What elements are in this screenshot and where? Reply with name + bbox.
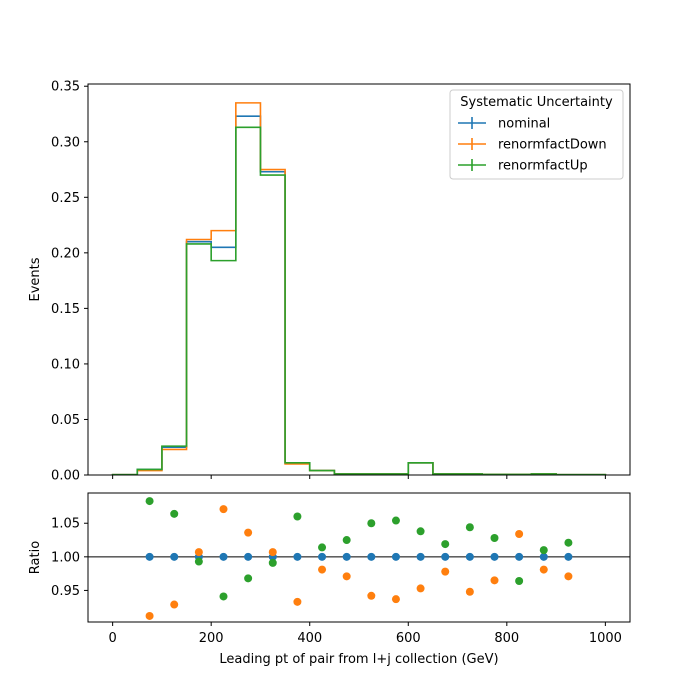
bottom-axes-frame	[87, 492, 631, 623]
ratio-point-renormfactDown	[490, 576, 499, 585]
bottom-y-tick-label: 0.95	[51, 584, 80, 599]
top-y-tick-label: 0.30	[51, 135, 80, 150]
ratio-point-renormfactUp	[293, 512, 302, 521]
ratio-point-renormfactDown	[170, 600, 179, 609]
top-y-tick-label: 0.10	[51, 357, 80, 372]
top-axes-frame	[87, 83, 631, 476]
histogram-renormfactUp	[111, 126, 607, 476]
ratio-point-renormfactUp	[367, 519, 376, 528]
ratio-point-renormfactUp	[515, 577, 524, 586]
ratio-point-renormfactUp	[268, 558, 277, 567]
legend-entry-renormfactUp: renormfactUp	[458, 159, 588, 174]
ratio-point-nominal	[170, 552, 179, 561]
ratio-point-renormfactUp	[564, 538, 573, 547]
ratio-point-renormfactUp	[465, 523, 474, 532]
legend: Systematic Uncertainty nominal renormfact…	[449, 89, 624, 180]
ratio-point-nominal	[293, 552, 302, 561]
top-x-ticks	[112, 475, 606, 479]
bottom-x-tick-label: 1000	[589, 631, 622, 646]
ratio-point-nominal	[465, 552, 474, 561]
bottom-y-axis-label: Ratio	[28, 541, 43, 574]
top-y-tick-label: 0.35	[51, 80, 80, 95]
ratio-point-nominal	[515, 552, 524, 561]
bottom-y-tick-label: 1.05	[51, 517, 80, 532]
ratio-point-renormfactDown	[416, 584, 425, 593]
legend-entry-renormfactDown: renormfactDown	[458, 138, 607, 153]
ratio-point-renormfactDown	[391, 595, 400, 604]
bottom-x-tick-label: 600	[396, 631, 421, 646]
ratio-point-nominal	[219, 552, 228, 561]
top-panel: 0.000.050.100.150.200.250.300.35 Events …	[28, 80, 631, 484]
ratio-point-renormfactUp	[244, 574, 253, 583]
legend-entries: nominal renormfactDown renormfactUp	[458, 117, 607, 174]
ratio-point-nominal	[416, 552, 425, 561]
ratio-point-renormfactUp	[318, 543, 327, 552]
ratio-point-nominal	[367, 552, 376, 561]
ratio-point-renormfactDown	[318, 565, 327, 574]
ratio-point-renormfactDown	[194, 548, 203, 557]
bottom-y-tick-label: 1.00	[51, 550, 80, 565]
ratio-point-renormfactDown	[539, 565, 548, 574]
top-y-ticks: 0.00 0.05 0.10 0.15 0.20 0.25 0.30 0.35	[51, 80, 88, 484]
top-y-tick-label: 0.20	[51, 246, 80, 261]
ratio-point-renormfactUp	[391, 516, 400, 525]
legend-title: Systematic Uncertainty	[460, 95, 613, 110]
ratio-point-renormfactDown	[342, 572, 351, 581]
ratio-point-renormfactDown	[293, 597, 302, 606]
ratio-point-renormfactDown	[219, 505, 228, 514]
top-y-tick-label: 0.15	[51, 302, 80, 317]
ratio-point-nominal	[539, 552, 548, 561]
ratio-point-renormfactDown	[441, 567, 450, 576]
ratio-point-renormfactUp	[194, 557, 203, 566]
legend-label-renormfactUp: renormfactUp	[498, 159, 588, 174]
ratio-point-renormfactDown	[515, 529, 524, 538]
top-y-tick-label: 0.25	[51, 191, 80, 206]
ratio-point-nominal	[145, 552, 154, 561]
ratio-point-renormfactDown	[244, 528, 253, 537]
ratio-point-renormfactDown	[465, 587, 474, 596]
ratio-point-renormfactUp	[145, 497, 154, 506]
legend-label-nominal: nominal	[498, 117, 550, 132]
ratio-series-renormfactUp	[145, 497, 573, 601]
legend-box	[449, 89, 624, 180]
ratio-point-nominal	[490, 552, 499, 561]
ratio-points-group	[145, 497, 573, 620]
ratio-point-renormfactDown	[564, 572, 573, 581]
bottom-panel: 0.95 1.00 1.05 0 200 400 600 800 1000 Ratio Lea…	[28, 492, 631, 667]
ratio-point-renormfactUp	[416, 527, 425, 536]
bottom-x-tick-label: 200	[199, 631, 224, 646]
top-y-tick-label: 0.00	[51, 469, 80, 484]
ratio-point-renormfactUp	[539, 546, 548, 555]
bottom-x-tick-label: 400	[297, 631, 322, 646]
ratio-point-renormfactDown	[268, 548, 277, 557]
ratio-point-nominal	[441, 552, 450, 561]
bottom-y-ticks: 0.95 1.00 1.05	[51, 517, 88, 599]
ratio-point-nominal	[342, 552, 351, 561]
legend-label-renormfactDown: renormfactDown	[498, 138, 607, 153]
ratio-point-renormfactUp	[342, 536, 351, 545]
top-series-group	[111, 102, 607, 476]
ratio-series-renormfactDown	[145, 505, 573, 620]
ratio-point-renormfactUp	[170, 509, 179, 518]
x-axis-label: Leading pt of pair from l+j collection (…	[219, 652, 498, 667]
ratio-point-renormfactDown	[367, 591, 376, 600]
ratio-point-renormfactUp	[219, 592, 228, 601]
top-y-tick-label: 0.05	[51, 413, 80, 428]
ratio-point-nominal	[391, 552, 400, 561]
top-y-axis-label: Events	[28, 257, 43, 301]
bottom-x-tick-label: 800	[494, 631, 519, 646]
ratio-point-nominal	[244, 552, 253, 561]
bottom-x-ticks: 0 200 400 600 800 1000	[108, 622, 622, 646]
bottom-x-tick-label: 0	[108, 631, 116, 646]
ratio-point-nominal	[318, 552, 327, 561]
legend-entry-nominal: nominal	[458, 117, 550, 132]
ratio-point-renormfactUp	[441, 540, 450, 549]
ratio-point-nominal	[564, 552, 573, 561]
ratio-point-renormfactDown	[145, 611, 154, 620]
ratio-point-renormfactUp	[490, 534, 499, 543]
